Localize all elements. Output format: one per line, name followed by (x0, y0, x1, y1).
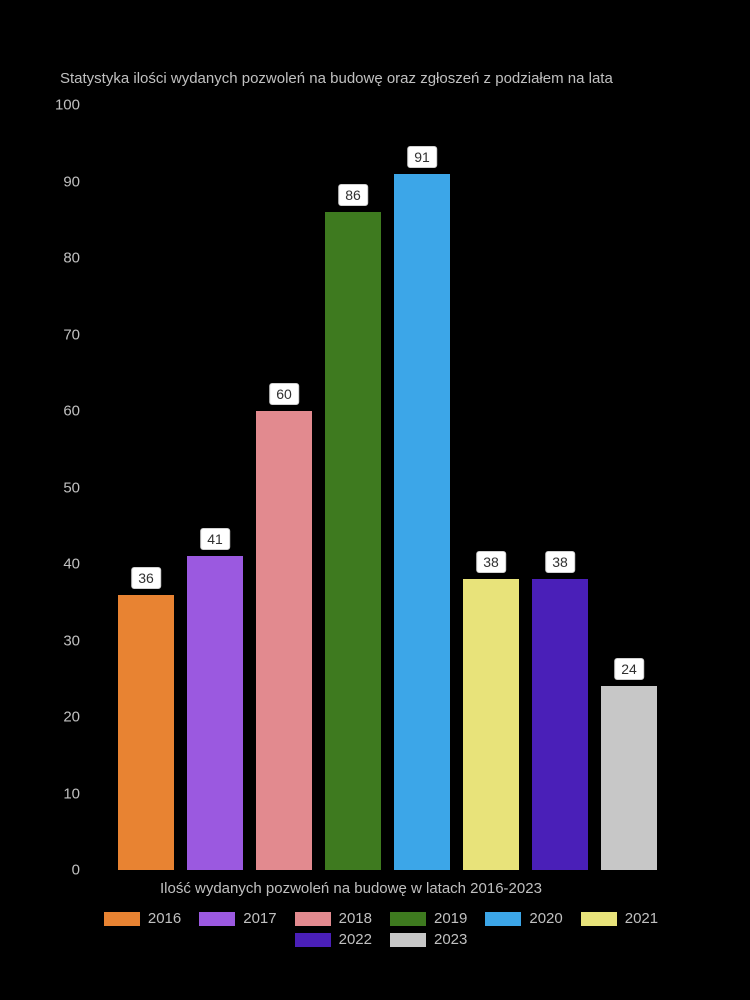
legend-label: 2016 (148, 910, 181, 927)
y-tick-label: 50 (40, 479, 80, 496)
legend-swatch (104, 912, 140, 926)
y-tick-label: 80 (40, 250, 80, 267)
chart-container: Statystyka ilości wydanych pozwoleń na b… (0, 0, 750, 1000)
legend-item-2016: 2016 (104, 910, 181, 927)
legend-item-2019: 2019 (390, 910, 467, 927)
bar-value-label: 38 (476, 551, 506, 573)
legend-label: 2019 (434, 910, 467, 927)
legend-swatch (295, 933, 331, 947)
legend-label: 2018 (339, 910, 372, 927)
legend-label: 2023 (434, 931, 467, 948)
y-tick-label: 90 (40, 173, 80, 190)
bar-value-label: 38 (545, 551, 575, 573)
legend-swatch (581, 912, 617, 926)
legend-item-2017: 2017 (199, 910, 276, 927)
bar-value-label: 91 (407, 146, 437, 168)
y-tick-label: 60 (40, 403, 80, 420)
y-tick-label: 10 (40, 785, 80, 802)
y-tick-label: 20 (40, 709, 80, 726)
legend-item-2021: 2021 (581, 910, 658, 927)
bar-value-label: 60 (269, 383, 299, 405)
bar-value-label: 36 (131, 567, 161, 589)
y-tick-label: 40 (40, 556, 80, 573)
y-tick-label: 0 (40, 862, 80, 879)
legend-swatch (199, 912, 235, 926)
legend-item-2022: 2022 (295, 931, 372, 948)
legend-label: 2020 (529, 910, 562, 927)
legend-item-2023: 2023 (390, 931, 467, 948)
legend-label: 2021 (625, 910, 658, 927)
legend-label: 2017 (243, 910, 276, 927)
legend: 2016 2017 2018 2019 2020 2021 2022 2023 (90, 910, 690, 948)
bar-value-label: 86 (338, 184, 368, 206)
bar-2021: 38 (463, 579, 519, 870)
legend-swatch (485, 912, 521, 926)
chart-title: Statystyka ilości wydanych pozwoleń na b… (60, 70, 613, 87)
y-tick-label: 100 (40, 97, 80, 114)
bar-2023: 24 (601, 686, 657, 870)
legend-swatch (390, 933, 426, 947)
legend-label: 2022 (339, 931, 372, 948)
bar-2017: 41 (187, 556, 243, 870)
plot-area: 01020304050607080901003641608691383824 (90, 105, 690, 870)
bar-2019: 86 (325, 212, 381, 870)
legend-item-2018: 2018 (295, 910, 372, 927)
bar-value-label: 41 (200, 528, 230, 550)
x-axis-title: Ilość wydanych pozwoleń na budowę w lata… (160, 880, 542, 897)
legend-swatch (390, 912, 426, 926)
legend-swatch (295, 912, 331, 926)
bar-2016: 36 (118, 595, 174, 870)
y-tick-label: 70 (40, 326, 80, 343)
y-tick-label: 30 (40, 632, 80, 649)
bar-2020: 91 (394, 174, 450, 870)
bar-2018: 60 (256, 411, 312, 870)
bar-2022: 38 (532, 579, 588, 870)
legend-item-2020: 2020 (485, 910, 562, 927)
bar-value-label: 24 (614, 658, 644, 680)
